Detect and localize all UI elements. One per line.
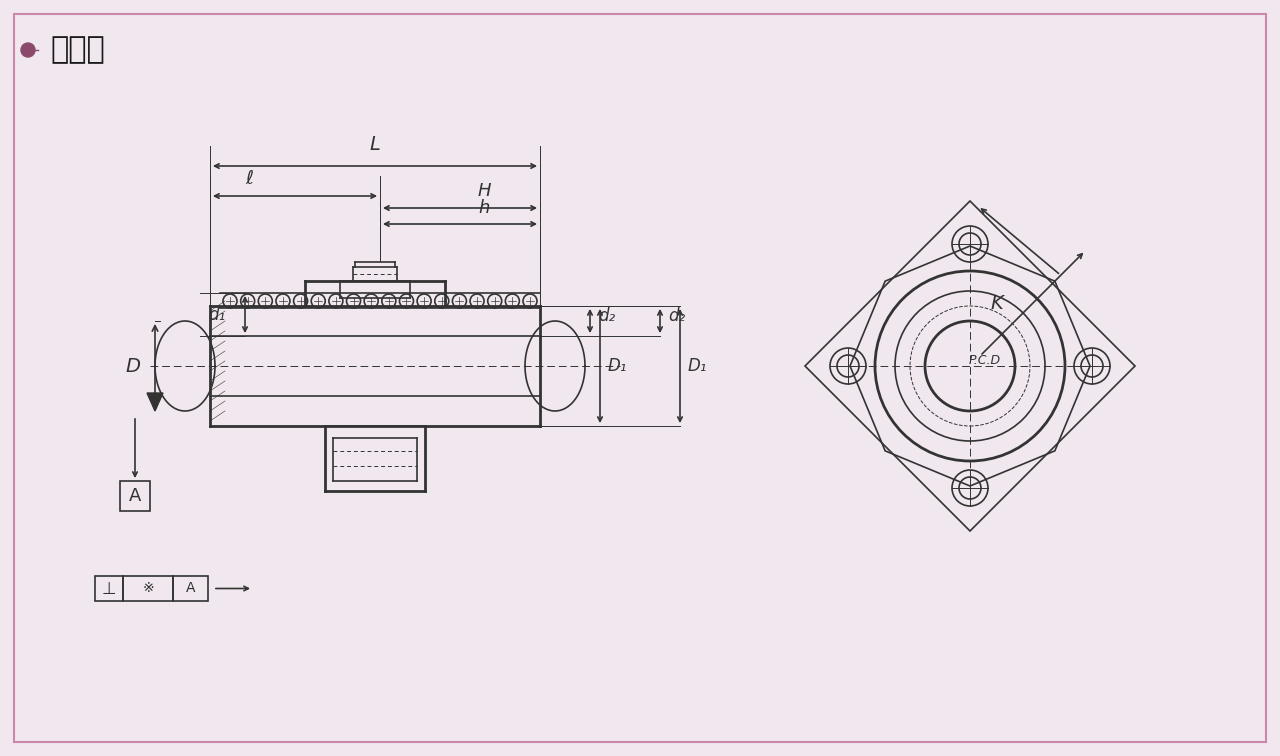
Text: d₂: d₂ xyxy=(668,307,685,325)
Text: D: D xyxy=(125,357,140,376)
Text: P.C.D: P.C.D xyxy=(969,355,1001,367)
Text: 尺寸图: 尺寸图 xyxy=(50,36,105,64)
Text: K: K xyxy=(991,294,1004,313)
Text: d₂: d₂ xyxy=(598,307,616,325)
Polygon shape xyxy=(147,393,163,411)
Text: D₁: D₁ xyxy=(689,357,708,375)
Text: A: A xyxy=(129,487,141,505)
Bar xyxy=(120,481,150,511)
Text: ⊥: ⊥ xyxy=(101,580,116,597)
Text: ※: ※ xyxy=(142,581,154,596)
Circle shape xyxy=(20,43,35,57)
Text: A: A xyxy=(186,581,196,596)
Bar xyxy=(95,576,123,601)
Bar xyxy=(123,576,173,601)
Text: h: h xyxy=(479,199,490,217)
Text: L: L xyxy=(370,135,380,154)
Text: D₁: D₁ xyxy=(608,357,627,375)
Text: H: H xyxy=(477,182,490,200)
Bar xyxy=(173,576,207,601)
Text: d₁: d₁ xyxy=(207,305,225,324)
Text: ℓ: ℓ xyxy=(244,169,253,188)
